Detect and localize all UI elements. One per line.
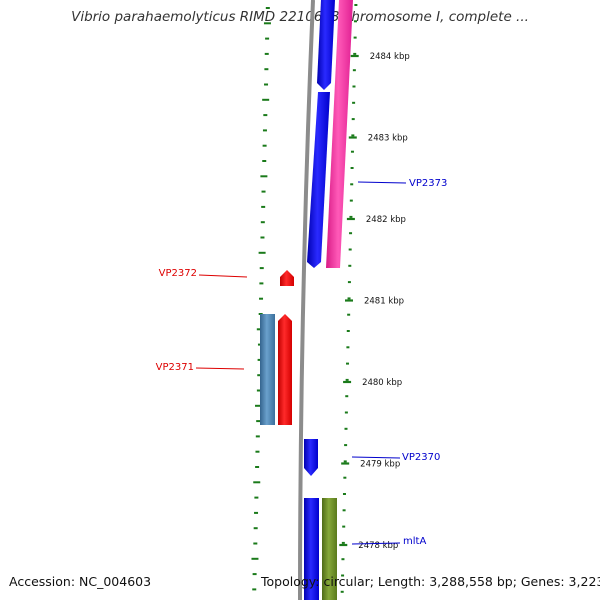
scale-label-2479: 2479 kbp — [360, 460, 400, 470]
scale-label-2484: 2484 kbp — [370, 52, 410, 62]
gc-skew-track — [251, 7, 271, 591]
scale-label-2478: 2478 kbp — [358, 541, 398, 551]
label-leader-vp2373 — [357, 181, 407, 184]
gene-label-vp2370[interactable]: VP2370 — [402, 452, 440, 463]
gene-feature-pink[interactable] — [326, 0, 353, 268]
gene-feature-vp2371[interactable] — [278, 314, 292, 425]
gene-feature-vp2373[interactable] — [307, 92, 330, 268]
gene-label-vp2371[interactable]: VP2371 — [156, 362, 194, 373]
gene-label-mlta[interactable]: mltA — [403, 536, 426, 547]
label-leader-vp2371 — [195, 367, 245, 370]
gene-feature-forward-top[interactable] — [317, 0, 335, 90]
accession-text: Accession: NC_004603 — [9, 574, 152, 589]
scale-label-2482: 2482 kbp — [366, 215, 406, 225]
chromosome-backbone — [298, 0, 315, 600]
gene-feature-vp2372[interactable] — [280, 270, 294, 286]
label-leader-vp2370 — [351, 456, 401, 459]
scale-label-2483: 2483 kbp — [368, 134, 408, 144]
label-leader-mlta — [351, 542, 401, 545]
gene-label-vp2373[interactable]: VP2373 — [409, 178, 447, 189]
gene-labels: VP2373 VP2372 VP2371 VP2370 mltA — [156, 178, 448, 547]
topology-summary: Topology: circular; Length: 3,288,558 bp… — [261, 574, 600, 589]
gene-feature-vp2370[interactable] — [304, 439, 318, 476]
gene-label-vp2372[interactable]: VP2372 — [159, 268, 197, 279]
gene-feature-steelblue[interactable] — [260, 314, 275, 425]
position-scale: 2484 kbp 2483 kbp 2482 kbp 2481 kbp 2480 kbp… — [339, 4, 410, 593]
label-leader-vp2372 — [198, 274, 248, 278]
gene-feature-mltA[interactable] — [304, 498, 319, 600]
gene-feature-olive[interactable] — [322, 498, 337, 600]
scale-label-2480: 2480 kbp — [362, 378, 402, 388]
map-title: Vibrio parahaemolyticus RIMD 2210633 chr… — [71, 9, 529, 25]
scale-label-2481: 2481 kbp — [364, 297, 404, 307]
